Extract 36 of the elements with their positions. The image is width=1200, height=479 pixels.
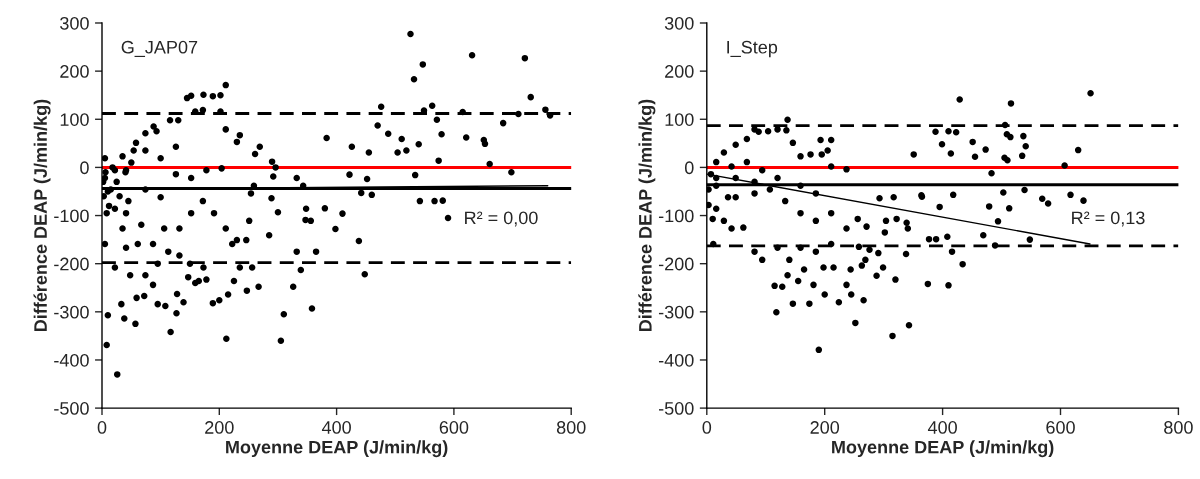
y-tick-label: 100 [60,113,89,126]
x-tick-label: 0 [97,421,107,434]
annotation: R² = 0,00 [465,211,538,227]
y-tick-label: 300 [60,16,89,30]
y-tick-label: 200 [665,65,694,78]
y-tick-label: 0 [684,161,694,175]
y-tick-label: -400 [658,353,694,367]
y-tick-label: -100 [54,209,89,223]
x-axis-title: Moyenne DEAP (J/min/kg) [226,440,448,458]
y-tick-label: -300 [658,305,694,319]
x-tick-label: 800 [556,421,586,434]
text: G_JAP07 [121,40,198,57]
y-tick-label: -300 [54,305,89,319]
x-tick-label: 600 [439,421,469,434]
x-tick-label: 0 [702,421,712,434]
x-tick-label: 200 [810,421,840,434]
y-tick-label: 100 [665,113,694,126]
y-tick-label: 200 [60,65,89,78]
x-tick-label: 600 [1046,421,1075,434]
y-axis-title: Différence DEAP (J/min/kg) [33,99,51,332]
y-tick-label: -500 [658,402,694,415]
x-tick-label: 400 [927,421,957,434]
y-tick-label: -500 [54,402,89,415]
y-tick-label: -400 [54,353,89,367]
text: I_Step [727,40,778,58]
y-tick-label: -200 [54,257,89,271]
y-tick-label: -100 [658,209,694,223]
x-tick-label: 800 [1164,421,1193,434]
x-tick-label: 200 [205,421,234,434]
y-axis-title: Différence DEAP (J/min/kg) [638,99,656,332]
y-tick-label: 300 [664,16,694,30]
x-tick-label: 400 [321,421,351,434]
annotation: R² = 0,13 [1072,211,1145,227]
y-tick-label: -200 [658,257,694,271]
x-axis-title: Moyenne DEAP (J/min/kg) [832,440,1054,458]
y-tick-label: 0 [80,161,89,175]
